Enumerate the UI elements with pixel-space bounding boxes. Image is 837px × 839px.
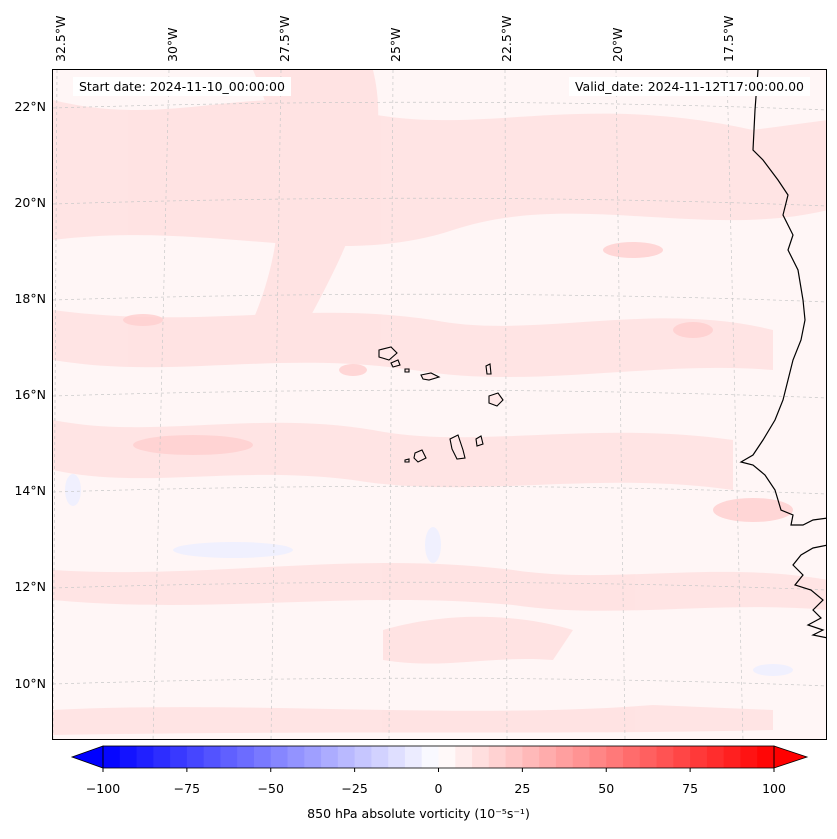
colorbar-tick-label: 100 <box>762 781 786 796</box>
colorbar-outline <box>102 745 775 769</box>
lon-label-25w: 25°W <box>388 27 403 62</box>
island-boa-vista <box>488 392 504 407</box>
valid-date-label: Valid_date: 2024-11-12T17:00:00.00 <box>568 77 810 96</box>
lon-label-32-5w: 32.5°W <box>53 15 68 62</box>
colorbar-tick-label: 50 <box>598 781 615 796</box>
island-sao-vicente <box>390 359 401 368</box>
colorbar-segment <box>253 746 272 768</box>
lon-label-27-5w: 27.5°W <box>277 15 292 62</box>
start-date-label: Start date: 2024-11-10_00:00:00 <box>73 77 291 96</box>
colorbar-segment <box>136 746 154 768</box>
colorbar-segment <box>757 746 775 768</box>
colorbar-segments <box>103 746 775 768</box>
island-maio <box>475 435 484 447</box>
colorbar-tick-label: 75 <box>682 781 699 796</box>
colorbar-segment <box>153 746 171 768</box>
colorbar-segment <box>639 746 658 768</box>
island-sal <box>485 363 492 375</box>
colorbar-title: 850 hPa absolute vorticity (10⁻⁵s⁻¹) <box>307 806 530 821</box>
colorbar-segment <box>404 746 423 768</box>
colorbar-segment <box>455 746 473 768</box>
colorbar-segment <box>522 746 540 768</box>
vorticity-field <box>53 70 826 735</box>
colorbar-tick-label: −100 <box>85 781 121 796</box>
colorbar-segment <box>740 746 758 768</box>
gridlines <box>53 70 826 739</box>
lon-label-30w: 30°W <box>165 27 180 62</box>
colorbar-tick-label: −75 <box>173 781 201 796</box>
lon-label-22-5w: 22.5°W <box>499 15 514 62</box>
colorbar-tick-label: −50 <box>257 781 284 796</box>
lat-label-22n: 22°N <box>14 99 46 114</box>
island-santa-luzia <box>404 368 410 373</box>
lat-label-10n: 10°N <box>14 676 46 691</box>
colorbar-tick-label: 25 <box>514 781 531 796</box>
colorbar-segment <box>421 746 439 768</box>
colorbar-segment <box>220 746 238 768</box>
colorbar-segment <box>472 746 490 768</box>
colorbar-segment <box>438 746 456 768</box>
cape-verde-islands <box>378 346 504 463</box>
island-brava <box>404 458 410 463</box>
colorbar-segment <box>505 746 523 768</box>
colorbar-segment <box>119 746 138 768</box>
colorbar-segment <box>237 746 255 768</box>
colorbar-segment <box>488 746 507 768</box>
colorbar-low-extension <box>70 745 104 769</box>
negative-vorticity <box>65 474 793 676</box>
colorbar-segment <box>186 746 205 768</box>
lon-label-20w: 20°W <box>610 27 625 62</box>
map-canvas <box>53 70 826 739</box>
vorticity-map: Start date: 2024-11-10_00:00:00 Valid_da… <box>52 69 827 740</box>
island-fogo <box>413 449 427 463</box>
colorbar-segment <box>555 746 574 768</box>
vorticity-field-strong <box>123 242 793 522</box>
lat-label-16n: 16°N <box>14 387 46 402</box>
lat-label-20n: 20°N <box>14 195 46 210</box>
colorbar-segment <box>656 746 674 768</box>
colorbar-segment <box>170 746 188 768</box>
colorbar-segment <box>371 746 389 768</box>
lat-label-12n: 12°N <box>14 579 46 594</box>
colorbar-segment <box>690 746 708 768</box>
colorbar-segment <box>673 746 691 768</box>
africa-coastline-south <box>792 544 826 639</box>
colorbar-segment <box>270 746 289 768</box>
colorbar-segment <box>623 746 641 768</box>
lat-label-18n: 18°N <box>14 291 46 306</box>
colorbar-segment <box>103 746 121 768</box>
colorbar-segment <box>304 746 322 768</box>
colorbar-segment <box>203 746 221 768</box>
colorbar-segment <box>287 746 305 768</box>
colorbar-segment <box>706 746 725 768</box>
colorbar-segment <box>388 746 406 768</box>
colorbar-tick-label: 0 <box>434 781 443 796</box>
lon-label-17-5w: 17.5°W <box>721 15 736 62</box>
colorbar-segment <box>539 746 557 768</box>
island-sao-nicolau <box>420 372 441 381</box>
colorbar-segment <box>589 746 607 768</box>
colorbar-tick-label: −25 <box>341 781 368 796</box>
colorbar-segment <box>337 746 356 768</box>
colorbar-segment <box>572 746 590 768</box>
colorbar-segment <box>354 746 372 768</box>
island-santo-antao <box>378 346 398 361</box>
colorbar-segment <box>606 746 624 768</box>
lat-label-14n: 14°N <box>14 483 46 498</box>
colorbar-segment <box>723 746 741 768</box>
colorbar-ticks <box>102 768 775 772</box>
colorbar-high-extension <box>773 745 809 769</box>
africa-coastline <box>739 70 826 526</box>
island-santiago <box>449 434 466 460</box>
colorbar-segment <box>321 746 339 768</box>
